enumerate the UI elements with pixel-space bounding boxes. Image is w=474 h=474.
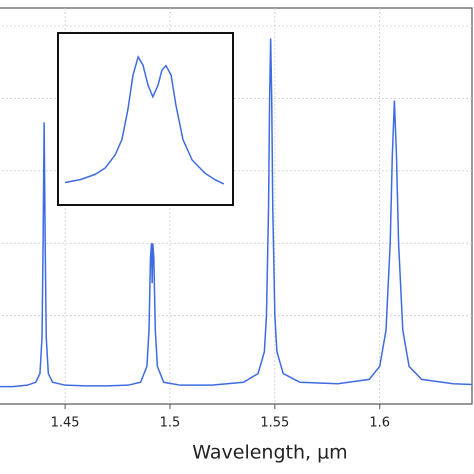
plot-frame	[0, 7, 473, 405]
x-axis-label: Wavelength, µm	[192, 442, 347, 464]
x-tick-label: 1.55	[260, 416, 289, 431]
inset-line	[64, 55, 225, 185]
x-tick-label: 1.45	[51, 416, 80, 431]
x-tick-label: 1.6	[369, 416, 390, 431]
inset-box	[57, 32, 234, 206]
x-tick-label: 1.5	[160, 416, 181, 431]
spectrum-line	[0, 38, 473, 388]
